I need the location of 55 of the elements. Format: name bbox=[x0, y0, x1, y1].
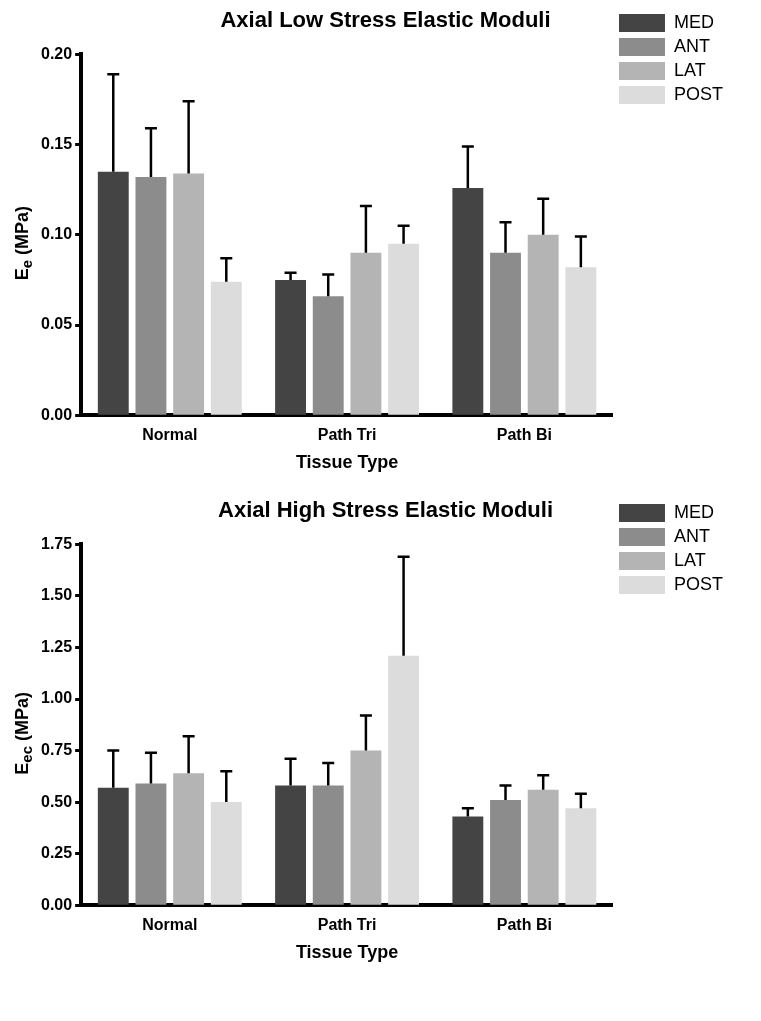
bar bbox=[97, 787, 129, 905]
legend-label: ANT bbox=[673, 525, 710, 546]
legend-label: ANT bbox=[673, 35, 710, 56]
legend-label: MED bbox=[673, 11, 714, 32]
bar bbox=[350, 252, 382, 415]
bar bbox=[275, 785, 306, 905]
bar bbox=[527, 789, 559, 905]
y-tick-label: 0.50 bbox=[41, 792, 73, 810]
legend-label: POST bbox=[673, 573, 724, 594]
y-tick-label: 0.05 bbox=[41, 315, 73, 333]
bar bbox=[173, 773, 205, 905]
y-tick-label: 0.00 bbox=[41, 405, 73, 423]
x-tick-label: Normal bbox=[142, 916, 198, 934]
x-axis-title: Tissue Type bbox=[295, 452, 399, 473]
x-tick-label: Path Bi bbox=[496, 426, 552, 444]
legend-label: POST bbox=[673, 83, 724, 104]
x-tick-label: Path Bi bbox=[496, 916, 552, 934]
bar bbox=[312, 296, 344, 415]
y-tick-label: 0.20 bbox=[41, 44, 73, 62]
bar bbox=[388, 655, 420, 905]
bar bbox=[173, 173, 205, 415]
x-tick-label: Path Tri bbox=[317, 916, 377, 934]
legend-label: LAT bbox=[673, 59, 706, 80]
bar bbox=[452, 816, 484, 905]
x-tick-label: Path Tri bbox=[317, 426, 377, 444]
y-tick-label: 1.75 bbox=[41, 534, 73, 552]
bar bbox=[135, 177, 167, 415]
bar bbox=[135, 783, 167, 905]
bar bbox=[350, 750, 382, 905]
bar bbox=[388, 243, 420, 415]
chart-title: Axial Low Stress Elastic Moduli bbox=[220, 7, 551, 33]
x-tick-label: Normal bbox=[142, 426, 198, 444]
y-tick-label: 1.00 bbox=[41, 689, 73, 707]
y-tick-label: 0.10 bbox=[41, 225, 73, 243]
y-tick-label: 0.00 bbox=[41, 895, 73, 913]
bar bbox=[490, 252, 521, 415]
bar bbox=[312, 785, 344, 905]
bar bbox=[565, 267, 597, 415]
y-tick-label: 1.25 bbox=[41, 637, 73, 655]
y-tick-label: 0.75 bbox=[41, 740, 73, 758]
bar bbox=[527, 234, 559, 415]
bar bbox=[97, 171, 129, 415]
y-tick-label: 0.15 bbox=[41, 135, 73, 153]
legend-label: LAT bbox=[673, 549, 706, 570]
x-axis-title: Tissue Type bbox=[295, 942, 399, 963]
bar bbox=[490, 800, 521, 905]
chart-title: Axial High Stress Elastic Moduli bbox=[218, 497, 553, 523]
y-tick-label: 0.25 bbox=[41, 844, 73, 862]
bar bbox=[210, 281, 242, 415]
bar bbox=[210, 802, 242, 905]
bar bbox=[275, 279, 306, 415]
y-tick-label: 1.50 bbox=[41, 586, 73, 604]
bar bbox=[565, 808, 597, 905]
bar bbox=[452, 187, 484, 415]
legend-label: MED bbox=[673, 501, 714, 522]
